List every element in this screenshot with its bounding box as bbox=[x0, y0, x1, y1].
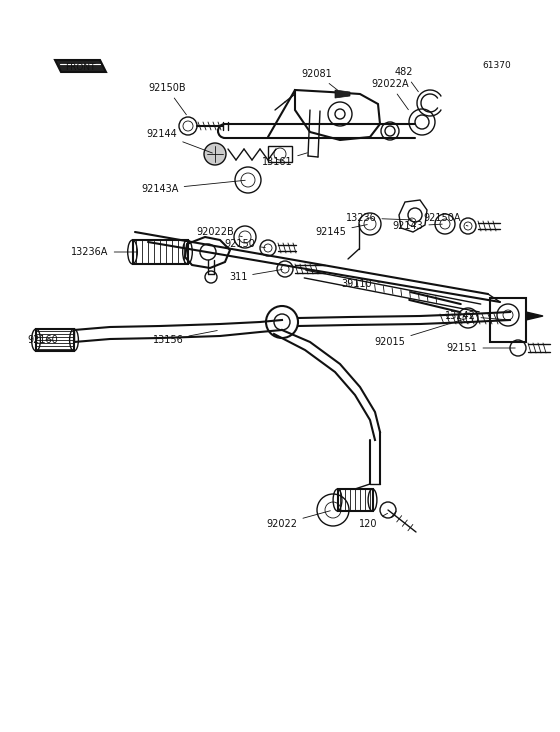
Text: 13236: 13236 bbox=[346, 213, 412, 223]
Text: 92150A: 92150A bbox=[423, 213, 468, 226]
Polygon shape bbox=[335, 90, 350, 98]
Text: 92022B: 92022B bbox=[196, 227, 242, 237]
Text: 92145: 92145 bbox=[316, 225, 367, 237]
Text: 92151: 92151 bbox=[446, 343, 515, 353]
Polygon shape bbox=[55, 60, 106, 72]
Polygon shape bbox=[526, 312, 543, 320]
Text: 92143: 92143 bbox=[393, 221, 442, 231]
Text: 482: 482 bbox=[395, 67, 418, 92]
Text: 92150: 92150 bbox=[225, 239, 265, 249]
Text: 92160: 92160 bbox=[27, 335, 58, 345]
Text: 13242: 13242 bbox=[445, 311, 507, 321]
Text: 311: 311 bbox=[229, 269, 282, 282]
Text: 92150B: 92150B bbox=[148, 83, 186, 115]
Text: 61370: 61370 bbox=[483, 61, 511, 70]
Text: 92144: 92144 bbox=[147, 129, 212, 153]
Text: 92015: 92015 bbox=[375, 319, 465, 347]
Text: 92081: 92081 bbox=[302, 69, 338, 90]
Text: 39110: 39110 bbox=[342, 279, 380, 289]
Text: 13156: 13156 bbox=[153, 331, 217, 345]
Circle shape bbox=[204, 143, 226, 165]
Text: 120: 120 bbox=[359, 513, 388, 529]
Text: 92022A: 92022A bbox=[371, 79, 409, 110]
Text: 92143A: 92143A bbox=[141, 180, 245, 194]
Text: 92022: 92022 bbox=[267, 511, 330, 529]
Text: 13236A: 13236A bbox=[71, 247, 137, 257]
Text: 13161: 13161 bbox=[262, 153, 307, 167]
Text: FRONT: FRONT bbox=[65, 62, 95, 72]
